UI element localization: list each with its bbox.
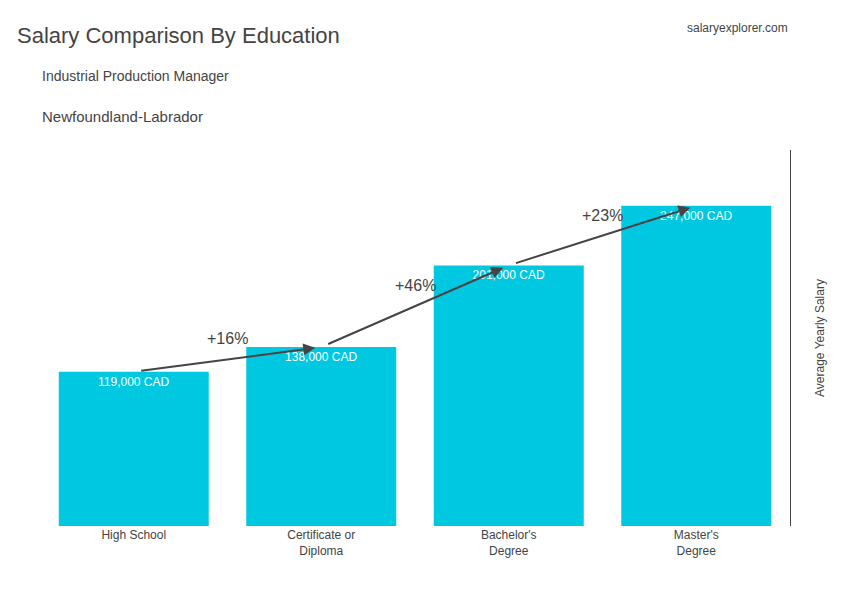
svg-text:Bachelor'sDegree: Bachelor'sDegree	[481, 528, 537, 558]
svg-text:138,000 CAD: 138,000 CAD	[285, 350, 357, 364]
svg-text:Master'sDegree: Master'sDegree	[674, 528, 719, 558]
svg-text:247,000 CAD: 247,000 CAD	[660, 209, 732, 223]
svg-text:Newfoundland-Labrador: Newfoundland-Labrador	[42, 108, 203, 125]
svg-text:High School: High School	[101, 528, 166, 542]
svg-text:Average Yearly Salary: Average Yearly Salary	[813, 279, 827, 397]
svg-text:Salary Comparison By Education: Salary Comparison By Education	[17, 23, 340, 48]
svg-text:201,000 CAD: 201,000 CAD	[473, 268, 545, 282]
svg-text:salaryexplorer.com: salaryexplorer.com	[687, 21, 788, 35]
svg-text:+16%: +16%	[207, 330, 248, 347]
svg-text:+23%: +23%	[582, 207, 623, 224]
svg-text:Certificate orDiploma: Certificate orDiploma	[287, 528, 355, 558]
svg-text:Industrial Production Manager: Industrial Production Manager	[42, 68, 229, 84]
svg-text:+46%: +46%	[395, 277, 436, 294]
svg-text:119,000 CAD: 119,000 CAD	[98, 375, 169, 389]
